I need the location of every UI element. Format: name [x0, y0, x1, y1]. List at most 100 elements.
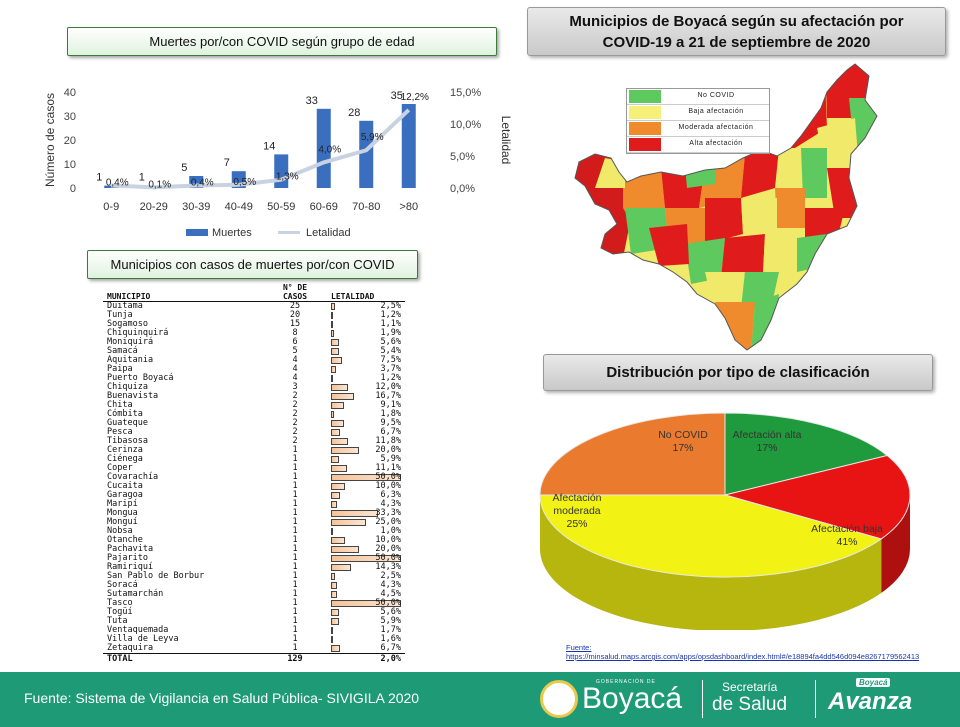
cell-letalidad: 50,0%: [375, 472, 401, 482]
cell-municipio: Pesca: [107, 427, 133, 437]
cell-municipio: Pajarito: [107, 553, 148, 563]
cell-municipio: Tunja: [107, 310, 133, 320]
cell-casos: 8: [292, 328, 298, 338]
cell-casos: 1: [292, 463, 298, 473]
cell-municipio: Ventaquemada: [107, 625, 169, 635]
map-legend-swatch: [629, 122, 661, 135]
cell-letalidad: 11,8%: [375, 436, 401, 446]
table-row: Paipa 4 3,7%: [103, 365, 405, 374]
cell-letalidad: 10,0%: [375, 481, 401, 491]
table-row: Tasco 1 50,0%: [103, 599, 405, 608]
table-row: Cómbita 2 1,8%: [103, 410, 405, 419]
table-row: Pajarito 1 50,0%: [103, 554, 405, 563]
cell-casos: 1: [292, 481, 298, 491]
pie-label: No COVID: [658, 429, 708, 441]
cell-letalidad: 5,6%: [380, 607, 401, 617]
cell-casos: 1: [292, 535, 298, 545]
cell-municipio: Otanche: [107, 535, 143, 545]
cell-municipio: Cucaita: [107, 481, 143, 491]
pie-slice: [539, 494, 883, 578]
bar-muertes: [359, 120, 374, 188]
cell-casos: 5: [292, 346, 298, 356]
cell-letalidad-bar: [331, 375, 333, 382]
cell-municipio: Buenavista: [107, 391, 159, 401]
pie-slice: [724, 412, 889, 496]
total-casos: 129: [287, 654, 303, 664]
y2-tick-label: 15,0%: [450, 87, 481, 99]
table-row: Otanche 1 10,0%: [103, 536, 405, 545]
cell-letalidad: 25,0%: [375, 517, 401, 527]
y2-tick-label: 10,0%: [450, 119, 481, 131]
cell-casos: 4: [292, 364, 298, 374]
y-tick-label: 10: [64, 159, 76, 171]
map-legend-swatch: [629, 90, 661, 103]
cell-municipio: Paipa: [107, 364, 133, 374]
source-link-url[interactable]: https://minsalud.maps.arcgis.com/apps/op…: [566, 652, 920, 661]
table-row: Puerto Boyacá 4 1,2%: [103, 374, 405, 383]
cell-letalidad-bar: [331, 348, 339, 355]
line-value-label: 1,3%: [276, 172, 299, 183]
cell-casos: 3: [292, 382, 298, 392]
cell-letalidad-bar: [331, 618, 340, 625]
bar-value-label: 33: [306, 95, 318, 107]
map-title-line2: COVID-19 a 21 de septiembre de 2020: [602, 33, 871, 51]
cell-letalidad-bar: [331, 582, 338, 589]
cell-letalidad: 5,9%: [380, 616, 401, 626]
cell-casos: 1: [292, 616, 298, 626]
table-row: Cerinza 1 20,0%: [103, 446, 405, 455]
table-row: San Pablo de Borbur 1 2,5%: [103, 572, 405, 581]
cell-casos: 2: [292, 436, 298, 446]
table-total-row: TOTAL 129 2,0%: [103, 653, 405, 664]
cell-letalidad: 1,9%: [380, 328, 401, 338]
x-tick-label: 50-59: [267, 201, 295, 213]
cell-casos: 1: [292, 526, 298, 536]
legend-letalidad-label: Letalidad: [306, 227, 351, 239]
cell-casos: 1: [292, 634, 298, 644]
cell-letalidad-bar: [331, 438, 348, 445]
cell-letalidad-bar: [331, 456, 340, 463]
cell-casos: 2: [292, 418, 298, 428]
cell-letalidad-bar: [331, 357, 342, 364]
cell-letalidad-bar: [331, 627, 334, 634]
table-row: Pachavita 1 20,0%: [103, 545, 405, 554]
map-legend-item: Moderada afectación: [627, 121, 769, 137]
cell-letalidad-bar: [331, 519, 366, 526]
bar-muertes: [316, 108, 331, 188]
pie-title: Distribución por tipo de clasificación: [543, 354, 933, 391]
line-letalidad: [111, 108, 411, 190]
table-row: Monguí 1 25,0%: [103, 518, 405, 527]
cell-letalidad: 2,5%: [380, 301, 401, 311]
map-legend: No COVID Baja afectación Moderada afectaci…: [626, 88, 770, 154]
total-letalidad: 2,0%: [380, 654, 401, 664]
cell-letalidad-bar: [331, 483, 345, 490]
cell-casos: 1: [292, 508, 298, 518]
cell-letalidad-bar: [331, 447, 359, 454]
cell-municipio: Villa de Leyva: [107, 634, 179, 644]
table-row: Villa de Leyva 1 1,6%: [103, 635, 405, 644]
cell-letalidad-bar: [331, 546, 359, 553]
bar-value-label: 1: [139, 172, 145, 184]
cell-casos: 1: [292, 625, 298, 635]
x-tick-label: 60-69: [310, 201, 338, 213]
gobernacion-seal-icon: [540, 680, 578, 718]
logo-de-salud: de Salud: [712, 694, 788, 715]
logo-top-text: GOBERNACIÓN DE: [596, 679, 656, 685]
map-legend-label: No COVID: [697, 92, 735, 99]
source-link[interactable]: Fuente: https://minsalud.maps.arcgis.com…: [566, 643, 919, 661]
cell-letalidad: 20,0%: [375, 445, 401, 455]
cell-municipio: Sutamarchán: [107, 589, 164, 599]
header-casos-line1: N° DE: [282, 283, 308, 292]
cell-casos: 1: [292, 562, 298, 572]
line-value-label: 0,4%: [106, 177, 129, 188]
cell-casos: 1: [292, 607, 298, 617]
cell-letalidad: 2,5%: [380, 571, 401, 581]
cell-municipio: Samacá: [107, 346, 138, 356]
total-label: TOTAL: [107, 654, 133, 664]
cell-casos: 1: [292, 472, 298, 482]
bar-value-label: 28: [348, 107, 360, 119]
cell-letalidad: 1,6%: [380, 634, 401, 644]
y-tick-label: 40: [64, 87, 76, 99]
cell-casos: 25: [289, 301, 301, 311]
cell-letalidad-bar: [331, 537, 345, 544]
